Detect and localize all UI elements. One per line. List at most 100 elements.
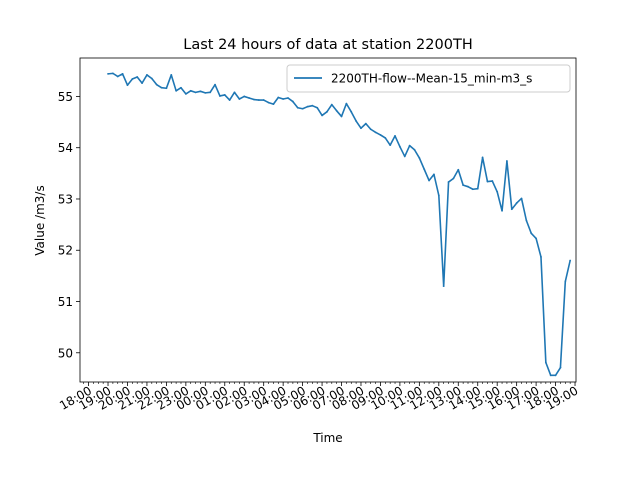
data-point [467,185,469,188]
data-point [501,209,503,212]
x-axis-label: Time [312,431,342,445]
data-point [369,128,372,131]
y-tick-label: 51 [58,295,73,309]
data-point [360,127,362,130]
data-point [335,109,338,112]
data-point [418,157,421,159]
data-point [403,155,406,158]
data-point [107,72,109,75]
data-point [428,179,430,182]
data-point [277,96,280,99]
data-point [223,94,226,96]
y-tick-label: 50 [58,346,73,360]
data-point [311,104,314,107]
data-point [209,91,212,94]
data-point [296,106,299,109]
legend: 2200TH-flow--Mean-15_min-m3_s [286,64,571,93]
data-point [175,89,178,92]
data-point [238,98,241,100]
data-point [350,110,353,113]
data-point [301,107,304,110]
data-point [525,219,528,222]
data-point [506,160,508,162]
data-point [510,208,513,211]
data-point [496,190,499,193]
data-point [131,78,134,80]
data-point [457,168,460,171]
data-point [569,259,572,262]
data-point [291,100,294,103]
data-point [549,374,552,377]
data-point [214,83,216,86]
data-point [515,202,518,204]
data-point [544,361,547,364]
data-point [481,156,484,159]
y-axis-label: Value /m3/s [33,185,47,255]
data-point [394,135,396,137]
data-point [243,95,246,98]
data-point [180,86,182,89]
data-point [155,83,158,86]
data-point [321,114,323,117]
data-point [204,91,207,94]
y-tick-label: 54 [58,141,73,155]
data-point [413,148,416,151]
data-point [462,184,465,187]
y-tick-label: 55 [58,90,73,104]
data-point [486,180,489,183]
data-point [340,115,343,118]
data-point [150,77,153,80]
data-point [540,256,542,258]
data-point [194,91,197,94]
data-point [535,237,538,240]
data-point [433,173,435,176]
data-point [199,90,202,93]
data-point [345,102,348,105]
data-point [330,103,333,106]
axes-frame [79,57,577,383]
data-point [530,232,533,235]
data-point [189,89,192,92]
data-point [248,97,251,99]
data-point [447,181,450,183]
data-point [267,101,270,104]
data-point [253,98,255,101]
data-point [228,99,231,101]
data-point [491,180,494,182]
data-point [374,131,377,134]
data-point [287,97,289,99]
data-point [355,120,358,122]
data-point [389,144,392,147]
data-point [141,82,143,85]
data-point [326,110,328,113]
data-point [306,105,309,108]
data-point [471,188,474,191]
data-point [384,137,387,139]
data-point [272,103,275,106]
data-point [257,99,260,101]
data-point [262,99,265,101]
data-point [233,91,236,94]
data-point [219,95,221,97]
data-point [126,84,129,87]
data-point [165,87,168,90]
y-tick-label: 53 [58,192,73,206]
chart-title: Last 24 hours of data at station 2200TH [183,37,472,53]
data-point [379,134,382,136]
data-point [520,197,523,200]
legend-entry-label: 2200TH-flow--Mean-15_min-m3_s [331,72,532,86]
data-point [442,285,445,288]
plot-area [107,72,572,377]
series-line [107,72,571,377]
data-point [564,280,567,283]
data-point [423,168,426,171]
y-tick-label: 52 [58,244,73,258]
data-point [121,72,124,75]
data-point [160,86,163,89]
data-point [184,92,187,95]
data-point [111,72,114,75]
data-point [452,177,455,180]
data-point [116,75,119,78]
data-point [282,98,285,100]
